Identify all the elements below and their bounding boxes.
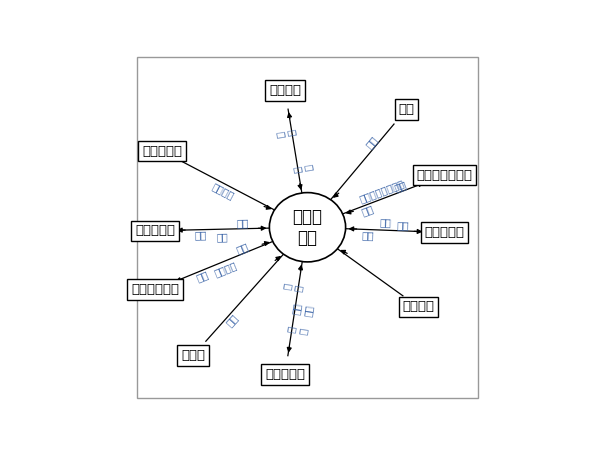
Text: 当地保健院: 当地保健院 [142,144,182,158]
Text: 当地消防局: 当地消防局 [424,226,464,239]
Text: 指示: 指示 [361,230,374,240]
Text: 当地交通部门: 当地交通部门 [131,283,179,296]
Text: 当地防疫站: 当地防疫站 [135,224,175,237]
Text: 指示: 指示 [361,203,376,217]
Text: 当地安全监督局: 当地安全监督局 [416,169,472,182]
Text: 火灾: 火灾 [380,217,392,228]
Text: 公司本部: 公司本部 [269,84,301,97]
Text: 报告: 报告 [195,269,211,283]
Text: 报
告: 报 告 [275,129,298,139]
Text: 指示: 指示 [235,241,250,255]
Text: 当地医院: 当地医院 [403,301,434,314]
Text: 报告: 报告 [364,134,380,150]
Text: 报告: 报告 [224,313,239,328]
Text: 事故发
生地: 事故发 生地 [293,208,323,247]
Text: 指
示: 指 示 [281,282,304,292]
Text: 疫情: 疫情 [216,232,228,242]
Text: 项目经理部: 项目经理部 [265,368,305,381]
Text: 一般
灾害: 一般 灾害 [291,302,314,317]
Text: 工程师: 工程师 [181,349,205,362]
Text: 交通事故: 交通事故 [213,260,238,278]
Text: 业主: 业主 [398,103,414,116]
Text: 报告: 报告 [397,220,410,230]
Text: 报告: 报告 [394,179,409,193]
Text: 重大火灾事故发生: 重大火灾事故发生 [358,178,406,204]
Text: 指示: 指示 [236,218,249,228]
Text: 报
告: 报 告 [286,325,308,335]
Text: 指
示: 指 示 [292,164,314,173]
FancyBboxPatch shape [137,57,478,398]
Text: 保健卫生: 保健卫生 [211,182,236,202]
Ellipse shape [269,193,346,262]
Text: 报告: 报告 [194,230,207,240]
